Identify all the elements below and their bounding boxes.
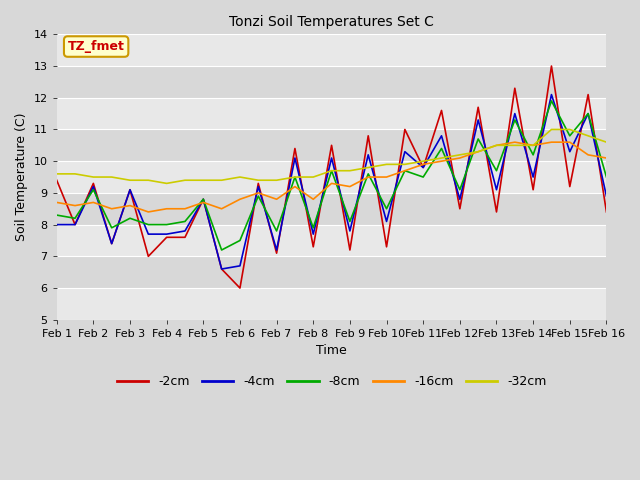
Y-axis label: Soil Temperature (C): Soil Temperature (C) — [15, 113, 28, 241]
Bar — [57, 130, 607, 161]
Bar — [57, 66, 607, 98]
Bar — [57, 35, 607, 66]
Bar — [57, 161, 607, 193]
Bar — [57, 193, 607, 225]
Bar — [57, 225, 607, 256]
Bar — [57, 256, 607, 288]
Bar — [57, 288, 607, 320]
Bar — [57, 98, 607, 130]
Title: Tonzi Soil Temperatures Set C: Tonzi Soil Temperatures Set C — [229, 15, 434, 29]
Legend: -2cm, -4cm, -8cm, -16cm, -32cm: -2cm, -4cm, -8cm, -16cm, -32cm — [112, 371, 552, 394]
Text: TZ_fmet: TZ_fmet — [68, 40, 125, 53]
X-axis label: Time: Time — [316, 344, 347, 357]
